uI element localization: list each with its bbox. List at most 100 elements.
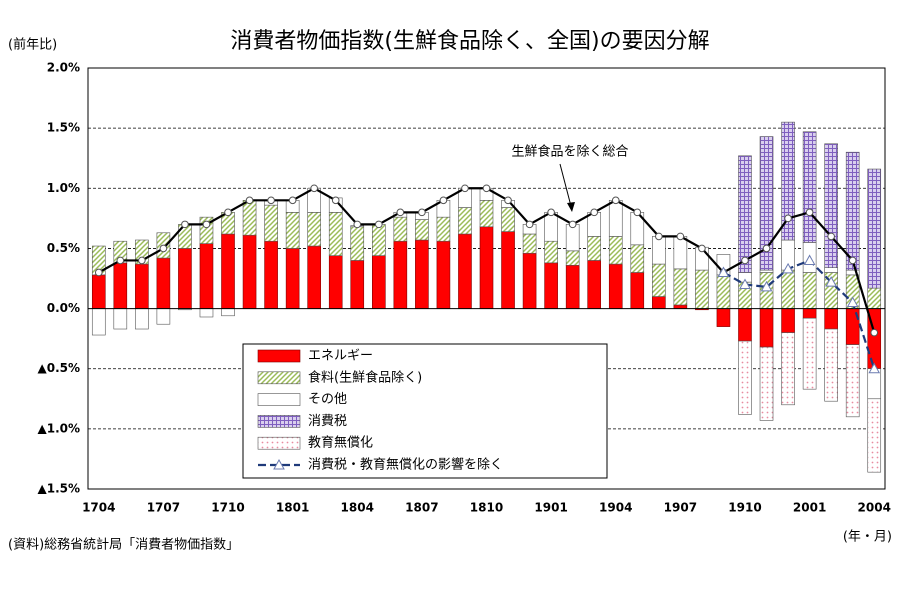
- bar-segment: [178, 248, 192, 309]
- bar-segment: [802, 272, 817, 309]
- y-tick-label: 2.0%: [47, 61, 80, 75]
- bar-segment: [328, 255, 343, 309]
- bar-segment: [458, 233, 472, 309]
- x-tick-label: 1901: [534, 501, 567, 515]
- line-marker: [94, 268, 103, 277]
- legend-marker: [273, 458, 285, 470]
- bar-segment: [415, 219, 429, 241]
- annotation: 生鮮食品を除く総合: [511, 144, 628, 160]
- bar-segment: [867, 168, 882, 289]
- bar-segment: [436, 240, 451, 309]
- line-marker: [310, 184, 318, 193]
- bar-segment: [738, 155, 752, 273]
- x-tick-label: 1810: [470, 501, 503, 515]
- y-tick-label: ▲1.0%: [37, 421, 80, 435]
- x-tick-label: 2001: [793, 501, 826, 515]
- line-marker: [698, 244, 706, 253]
- bar-segment: [522, 252, 537, 309]
- legend-label: 教育無償化: [308, 435, 373, 451]
- bar-segment: [781, 121, 795, 241]
- bar-segment: [587, 236, 602, 261]
- legend-label: エネルギー: [308, 349, 373, 364]
- x-tick-label: 1804: [341, 501, 374, 515]
- line-marker: [267, 196, 275, 205]
- bar-segment: [824, 143, 838, 268]
- bar-segment: [221, 233, 235, 309]
- bar-segment: [371, 224, 386, 256]
- line-marker: [547, 208, 555, 217]
- bar-segment: [544, 262, 558, 309]
- line: [722, 259, 876, 370]
- bar-segment: [630, 244, 645, 273]
- bar-segment: [759, 136, 774, 271]
- bar-segment: [350, 226, 365, 261]
- line-marker: [848, 256, 857, 265]
- line-marker: [482, 184, 491, 193]
- bar-segment: [156, 308, 171, 325]
- bar-segment: [802, 308, 817, 319]
- x-tick-label: 1910: [728, 501, 761, 515]
- bar-segment: [652, 263, 666, 297]
- x-tick-label: 1807: [405, 501, 438, 515]
- bar-segment: [264, 204, 278, 242]
- line-marker: [870, 328, 879, 337]
- bar-segment: [652, 296, 666, 309]
- bar-segment: [673, 236, 688, 270]
- bar-segment: [501, 231, 515, 309]
- y-tick-label: ▲1.5%: [37, 482, 80, 496]
- bar-segment: [673, 268, 688, 306]
- line-marker: [202, 220, 211, 229]
- line-marker: [611, 196, 620, 205]
- bar-segment: [716, 274, 731, 309]
- bar-segment: [845, 151, 860, 271]
- line-marker: [245, 196, 254, 205]
- line-marker: [288, 196, 297, 205]
- y-tick-label: ▲0.5%: [37, 361, 80, 375]
- line-marker: [825, 276, 837, 287]
- bar-segment: [867, 368, 882, 400]
- bar-segment: [199, 308, 214, 318]
- annotation-arrow: [559, 163, 573, 211]
- bar-segment: [867, 287, 882, 309]
- bar-segment: [824, 308, 838, 330]
- bar-segment: [544, 240, 558, 264]
- line-marker: [504, 196, 512, 205]
- bar-segment: [565, 264, 580, 309]
- bar-segment: [307, 212, 321, 247]
- bar-segment: [199, 243, 214, 309]
- bar-segment: [608, 263, 623, 309]
- line-marker: [353, 220, 362, 229]
- bar-segment: [845, 344, 860, 418]
- bar-segment: [264, 240, 278, 309]
- x-tick-label: 1904: [599, 501, 632, 515]
- bar-segment: [738, 308, 752, 342]
- line-marker: [782, 262, 794, 274]
- y-axis-label: (前年比): [8, 37, 57, 53]
- bar-segment: [781, 308, 795, 333]
- legend-label: 食料(生鮮食品除く): [308, 369, 422, 385]
- line-marker: [374, 220, 383, 229]
- x-tick-label: 2004: [858, 501, 891, 515]
- legend-label: 消費税: [308, 414, 347, 429]
- line-marker: [224, 208, 232, 217]
- line-marker: [805, 208, 814, 217]
- line-marker: [655, 232, 663, 241]
- bar-segment: [221, 308, 235, 317]
- bar-segment: [458, 207, 472, 235]
- bar-segment: [156, 257, 171, 309]
- legend-swatch: [257, 415, 301, 428]
- bar-segment: [135, 308, 149, 330]
- bar-segment: [436, 216, 451, 242]
- x-tick-label: 1704: [82, 501, 115, 515]
- bar-segment: [113, 308, 128, 330]
- bar-segment: [328, 212, 343, 256]
- legend-swatch: [257, 436, 301, 450]
- bar-segment: [824, 328, 838, 402]
- bar-segment: [759, 308, 774, 348]
- bar-segment: [608, 236, 623, 265]
- line-marker: [461, 184, 469, 193]
- x-tick-label: 1801: [276, 501, 309, 515]
- legend-swatch: [257, 349, 301, 363]
- line-marker: [396, 208, 405, 217]
